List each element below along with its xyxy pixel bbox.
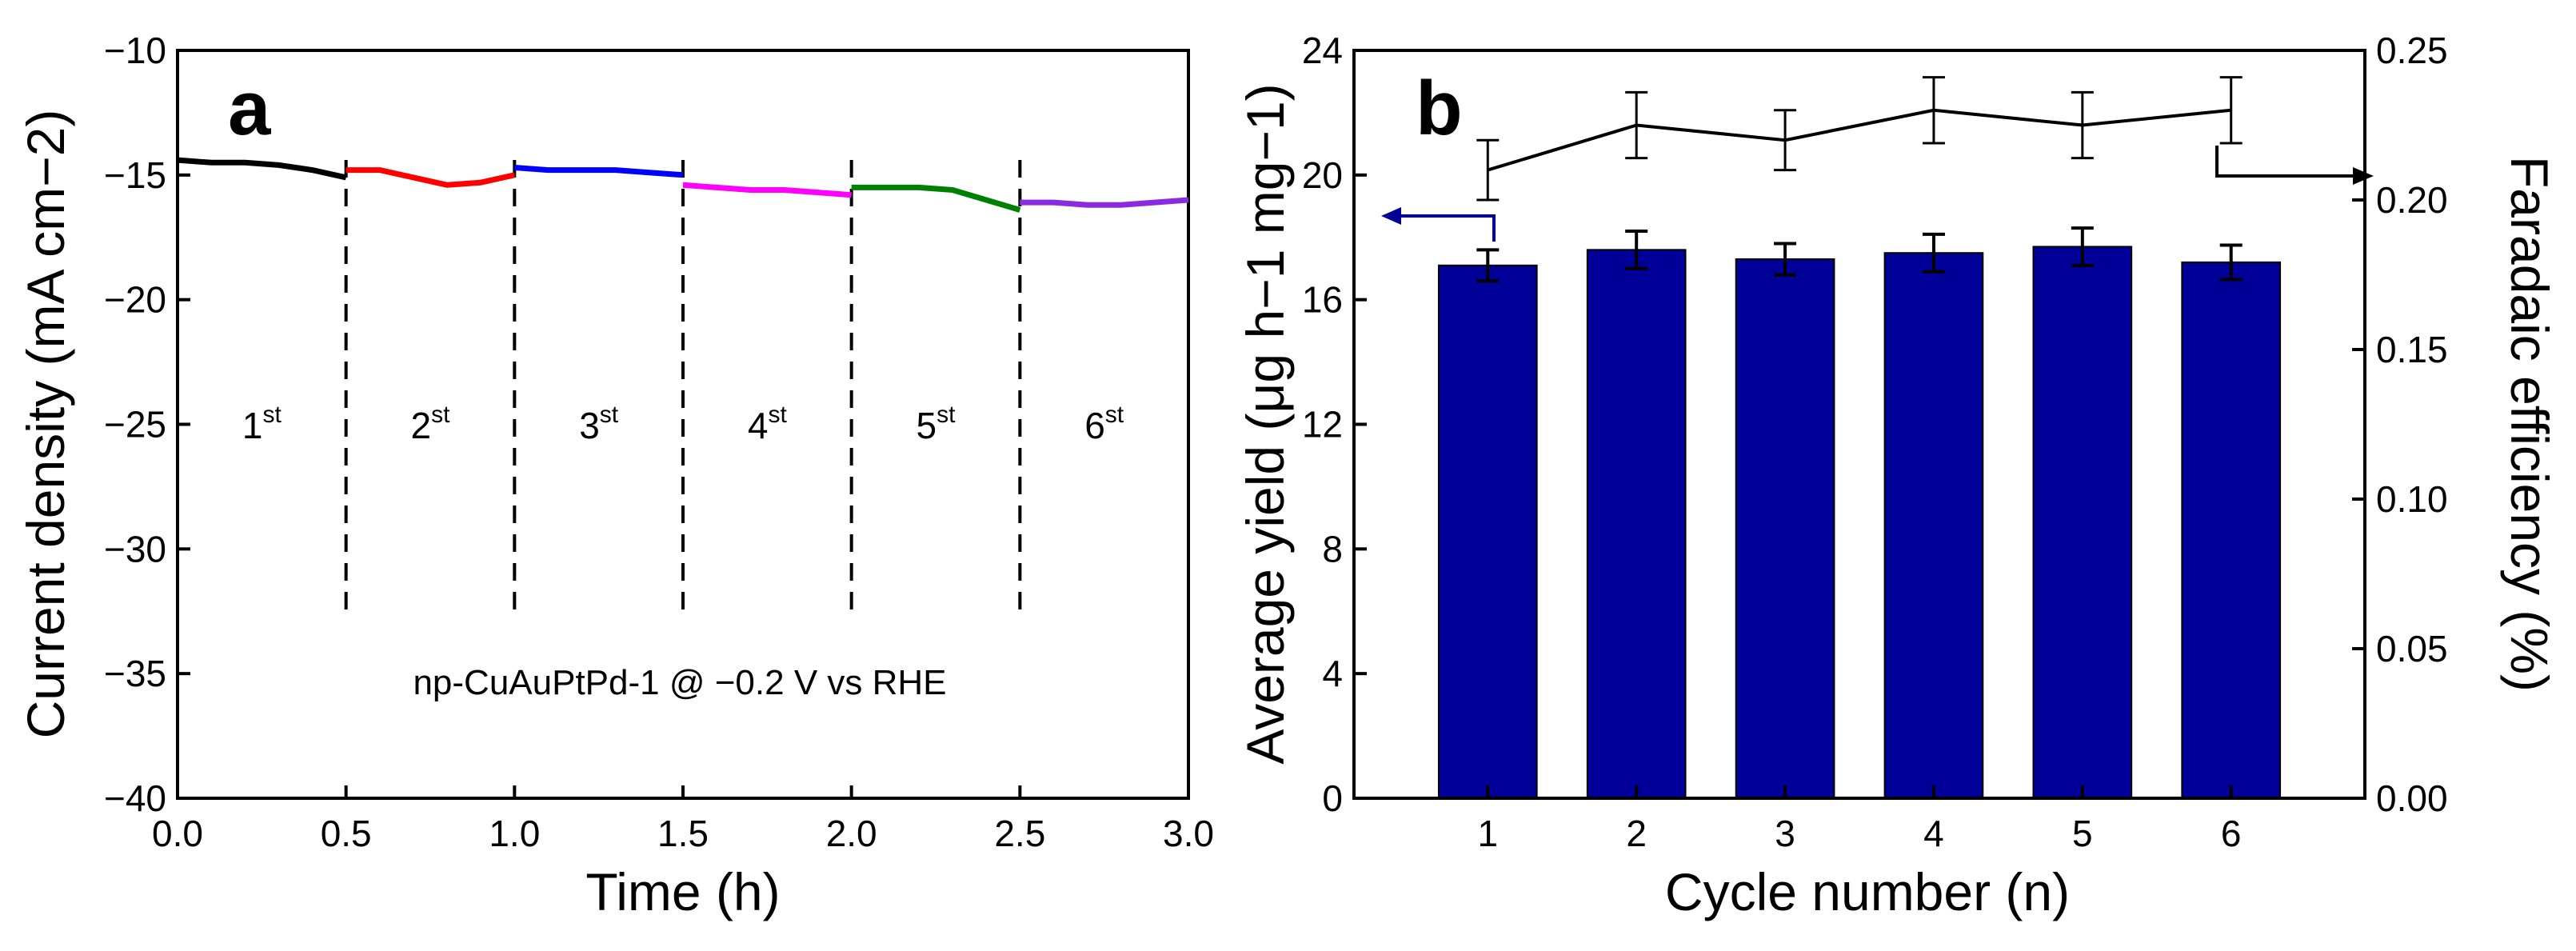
y-tick-label: −10	[104, 30, 166, 71]
error-bar-faradaic-efficiency	[1476, 138, 1500, 202]
right-y-tick-label: 0.00	[2376, 777, 2448, 819]
y-tick-label: 4	[1322, 653, 1343, 694]
cycle-label-3: 3st	[579, 402, 619, 446]
panel-b-x-ticks: 1 2 3 4 5 6	[1477, 785, 2242, 854]
y-tick-label: 24	[1302, 30, 1343, 71]
series-line-cycle-6	[1020, 197, 1189, 208]
right-y-tick-label: 0.10	[2376, 478, 2448, 520]
x-tick-label: 0.0	[152, 813, 203, 854]
panel-b-right-axis-arrow	[2215, 146, 2374, 185]
y-tick-label: −35	[104, 653, 166, 694]
error-bar-yield	[1625, 229, 1648, 270]
x-tick-label: 3	[1775, 813, 1795, 854]
panel-b-left-y-ticks: 0 4 8 12 16 20 24	[1302, 30, 1367, 819]
panel-a-series	[177, 157, 1189, 213]
panel-a-y-ticks: −10 −15 −20 −25 −30 −35 −40	[104, 30, 190, 819]
series-line-cycle-2	[345, 167, 516, 188]
right-y-tick-label: 0.05	[2376, 628, 2448, 669]
x-tick-label: 0.5	[321, 813, 372, 854]
series-line-cycle-1	[177, 157, 347, 181]
panel-b-x-axis-label: Cycle number (n)	[1665, 862, 2070, 921]
right-y-tick-label: 0.25	[2376, 30, 2448, 71]
bar-cycle-6	[2181, 261, 2282, 799]
panel-a-x-axis-label: Time (h)	[585, 862, 780, 921]
error-bar-faradaic-efficiency	[2219, 76, 2243, 145]
panel-a-y-axis-label: Current density (mA cm−2)	[16, 110, 75, 739]
y-tick-label: −20	[104, 279, 166, 321]
right-y-tick-label: 0.15	[2376, 329, 2448, 370]
y-tick-label: −15	[104, 154, 166, 196]
series-line-cycle-5	[851, 184, 1021, 213]
x-tick-label: 2.5	[994, 813, 1045, 854]
x-tick-label: 4	[1923, 813, 1944, 854]
error-bar-yield	[2219, 243, 2243, 282]
x-tick-label: 5	[2072, 813, 2093, 854]
x-tick-label: 6	[2221, 813, 2242, 854]
faradaic-efficiency-line	[1487, 108, 2231, 172]
y-tick-label: 16	[1302, 279, 1343, 321]
y-tick-label: 20	[1302, 154, 1343, 196]
series-line-cycle-4	[682, 182, 852, 198]
x-tick-label: 1	[1477, 813, 1498, 854]
panel-a-annotation: np-CuAuPtPd-1 @ −0.2 V vs RHE	[413, 663, 946, 702]
error-bar-faradaic-efficiency	[2071, 90, 2094, 160]
panel-a-label: a	[228, 66, 271, 151]
panel-b-right-y-axis-label: Faradaic efficiency (%)	[2500, 156, 2559, 692]
x-tick-label: 2.0	[826, 813, 877, 854]
cycle-label-6: 6st	[1084, 402, 1124, 446]
error-bar-yield	[1922, 232, 1945, 274]
panel-b-label: b	[1416, 66, 1463, 151]
y-tick-label: 0	[1322, 777, 1343, 819]
x-tick-label: 1.5	[657, 813, 709, 854]
y-tick-label: 8	[1322, 528, 1343, 569]
x-tick-label: 3.0	[1163, 813, 1214, 854]
right-y-tick-label: 0.20	[2376, 179, 2448, 221]
x-tick-label: 1.0	[489, 813, 540, 854]
cycle-label-2: 2st	[411, 402, 451, 446]
error-bar-yield	[1774, 242, 1797, 277]
panel-b-left-y-axis-label: Average yield (μg h−1 mg−1)	[1236, 83, 1295, 764]
y-tick-label: −40	[104, 777, 166, 819]
cycle-label-1: 1st	[242, 402, 282, 446]
error-bar-yield	[1476, 248, 1500, 283]
bar-cycle-4	[1883, 252, 1984, 799]
panel-a-cycle-labels: 1st 2st 3st 4st 5st 6st	[242, 402, 1124, 446]
panel-a-cycle-dividers	[344, 160, 1022, 616]
error-bar-faradaic-efficiency	[1774, 109, 1797, 172]
x-tick-label: 2	[1626, 813, 1647, 854]
y-tick-label: −25	[104, 404, 166, 446]
bar-cycle-2	[1586, 249, 1687, 800]
bar-cycle-5	[2032, 246, 2133, 799]
cycle-label-4: 4st	[748, 402, 788, 446]
y-tick-label: 12	[1302, 404, 1343, 446]
panel-b-right-y-ticks: 0.00 0.05 0.10 0.15 0.20 0.25	[2352, 30, 2448, 819]
error-bar-faradaic-efficiency	[1922, 76, 1945, 145]
error-bar-yield	[2071, 226, 2094, 267]
bar-cycle-1	[1437, 264, 1538, 799]
y-tick-label: −30	[104, 528, 166, 569]
panel-a: 0.0 0.5 1.0 1.5 2.0 2.5 3.0 −10 −15 −20 −25 −30 −35…	[16, 30, 1214, 921]
series-line-cycle-3	[514, 165, 684, 178]
bar-cycle-3	[1735, 258, 1835, 800]
panel-b-left-axis-arrow	[1381, 207, 1496, 242]
panel-b-error-bars	[1476, 226, 2243, 283]
panel-a-x-ticks: 0.0 0.5 1.0 1.5 2.0 2.5 3.0	[152, 785, 1214, 854]
panel-b-faradaic-efficiency-series	[1476, 76, 2243, 202]
cycle-label-5: 5st	[917, 402, 957, 446]
panel-b-bars	[1437, 246, 2282, 800]
error-bar-faradaic-efficiency	[1625, 90, 1648, 160]
